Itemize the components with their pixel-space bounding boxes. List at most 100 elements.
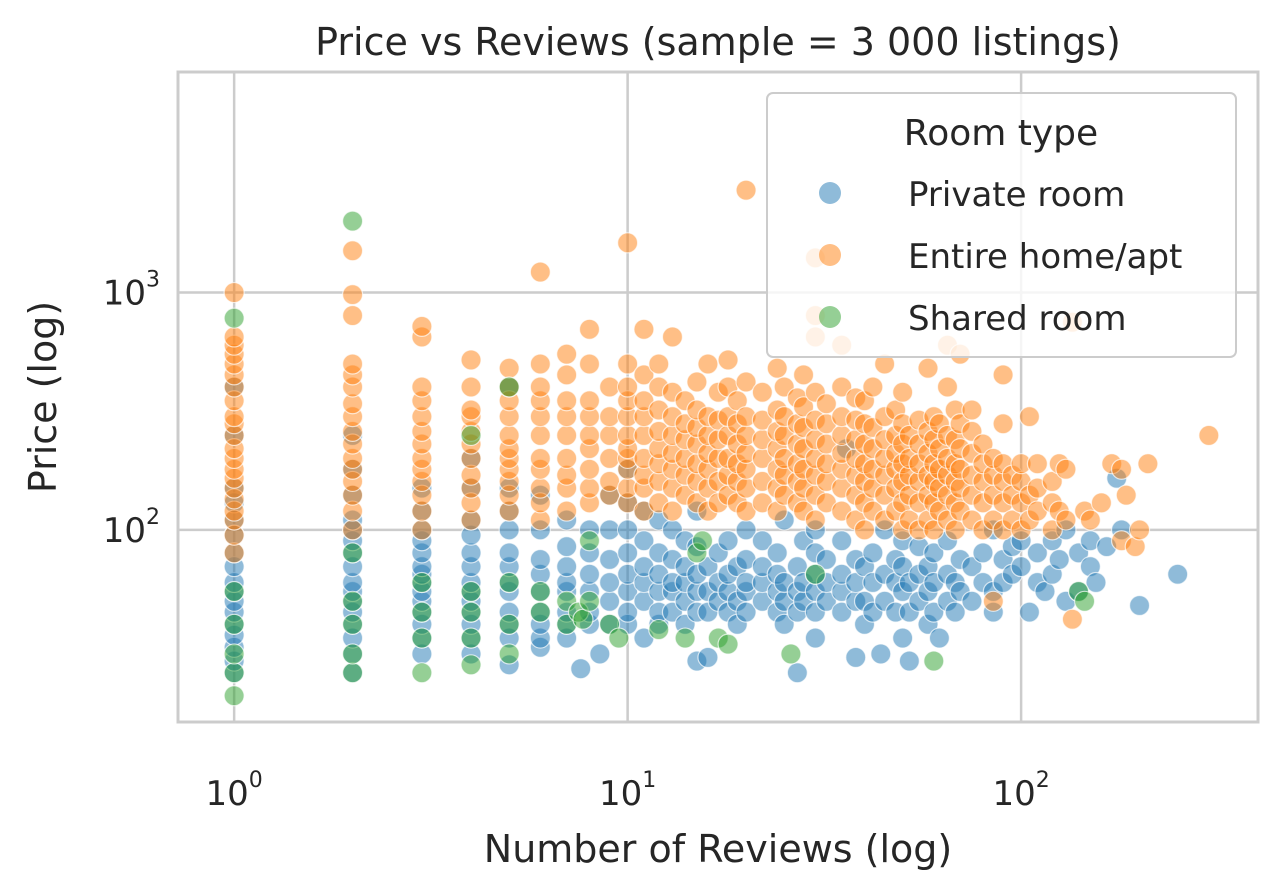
point-private-room: [570, 658, 592, 680]
chart-title: Price vs Reviews (sample = 3 000 listing…: [315, 20, 1121, 64]
point-private-room: [1018, 601, 1041, 623]
point-shared-room: [460, 627, 482, 649]
point-entire-home-apt: [661, 326, 684, 348]
point-entire-home-apt: [599, 447, 621, 470]
point-private-room: [892, 627, 914, 649]
point-entire-home-apt: [697, 353, 719, 375]
point-private-room: [898, 650, 920, 672]
point-private-room: [862, 542, 884, 564]
point-private-room: [870, 643, 892, 665]
point-shared-room: [341, 613, 364, 635]
point-shared-room: [498, 643, 520, 665]
x-tick-base: 10: [599, 774, 642, 814]
point-private-room: [766, 542, 788, 564]
point-private-room: [804, 627, 826, 649]
point-entire-home-apt: [661, 500, 684, 522]
point-shared-room: [578, 590, 601, 612]
point-entire-home-apt: [1128, 519, 1151, 541]
point-entire-home-apt: [529, 447, 551, 470]
point-entire-home-apt: [633, 364, 655, 386]
point-private-room: [599, 548, 621, 571]
point-shared-room: [1073, 590, 1096, 612]
point-entire-home-apt: [804, 509, 826, 531]
point-entire-home-apt: [556, 364, 578, 386]
y-tick-base: 10: [103, 511, 146, 551]
point-private-room: [578, 563, 601, 585]
point-entire-home-apt: [1079, 509, 1101, 531]
point-shared-room: [223, 307, 245, 329]
point-shared-room: [411, 571, 433, 594]
point-entire-home-apt: [556, 424, 578, 447]
point-shared-room: [460, 601, 482, 623]
point-shared-room: [223, 685, 245, 707]
point-shared-room: [691, 530, 714, 552]
point-entire-home-apt: [556, 343, 578, 365]
x-tick-base: 10: [206, 774, 249, 814]
point-entire-home-apt: [529, 477, 551, 499]
point-entire-home-apt: [498, 357, 520, 379]
point-private-room: [599, 590, 621, 612]
legend-box: [766, 92, 1237, 358]
point-shared-room: [717, 633, 739, 655]
point-entire-home-apt: [992, 364, 1014, 386]
point-entire-home-apt: [853, 519, 876, 541]
point-private-room: [1128, 594, 1151, 617]
y-tick-exponent: 3: [146, 268, 160, 293]
point-shared-room: [341, 662, 364, 684]
point-shared-room: [341, 643, 364, 665]
point-private-room: [599, 519, 621, 541]
y-tick-label: 103: [103, 268, 160, 314]
point-entire-home-apt: [815, 393, 837, 415]
point-entire-home-apt: [982, 590, 1004, 612]
point-entire-home-apt: [223, 326, 245, 348]
point-private-room: [751, 530, 773, 552]
point-entire-home-apt: [648, 353, 670, 375]
point-entire-home-apt: [578, 424, 601, 447]
point-entire-home-apt: [460, 399, 482, 421]
point-private-room: [845, 646, 867, 669]
point-shared-room: [411, 627, 433, 649]
x-tick-exponent: 2: [1036, 768, 1050, 793]
point-private-room: [831, 530, 853, 552]
point-entire-home-apt: [341, 519, 364, 541]
x-tick-label: 102: [992, 768, 1049, 814]
point-entire-home-apt: [529, 353, 551, 375]
x-tick-exponent: 1: [642, 768, 656, 793]
point-shared-room: [529, 601, 551, 623]
point-entire-home-apt: [917, 357, 939, 379]
point-entire-home-apt: [223, 542, 245, 564]
point-private-room: [617, 519, 639, 541]
point-entire-home-apt: [1137, 453, 1159, 475]
point-private-room: [460, 542, 482, 564]
point-entire-home-apt: [751, 409, 773, 431]
point-entire-home-apt: [529, 261, 551, 283]
point-private-room: [1048, 548, 1070, 571]
point-entire-home-apt: [341, 304, 364, 327]
y-tick-exponent: 2: [146, 505, 160, 530]
point-entire-home-apt: [1090, 492, 1113, 514]
point-shared-room: [923, 650, 945, 672]
point-entire-home-apt: [1018, 406, 1041, 428]
point-entire-home-apt: [599, 470, 621, 493]
point-private-room: [831, 601, 853, 623]
point-shared-room: [498, 613, 520, 635]
point-shared-room: [572, 608, 594, 630]
point-shared-room: [223, 643, 245, 665]
x-axis-ticks: 100 101 102: [206, 768, 1050, 814]
point-private-room: [529, 548, 551, 571]
point-entire-home-apt: [578, 318, 601, 340]
point-private-room: [556, 556, 578, 578]
point-shared-room: [608, 627, 630, 649]
point-entire-home-apt: [341, 353, 364, 375]
point-shared-room: [341, 590, 364, 612]
point-shared-room: [529, 580, 551, 603]
point-private-room: [961, 556, 983, 578]
point-entire-home-apt: [1055, 509, 1077, 531]
point-entire-home-apt: [735, 179, 757, 201]
point-entire-home-apt: [831, 376, 853, 398]
legend: Room type Private room Entire home/apt Sha…: [766, 92, 1237, 358]
point-private-room: [633, 530, 655, 552]
point-shared-room: [804, 563, 826, 585]
point-entire-home-apt: [556, 447, 578, 470]
